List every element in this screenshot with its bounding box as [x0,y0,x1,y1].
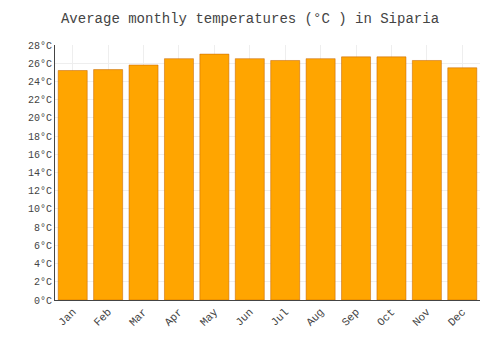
svg-text:12°C: 12°C [28,186,52,197]
svg-text:Apr: Apr [162,306,184,328]
svg-text:24°C: 24°C [28,77,52,88]
svg-text:Jul: Jul [269,306,291,328]
svg-text:May: May [198,306,221,329]
svg-text:8°C: 8°C [34,223,52,234]
svg-text:Mar: Mar [127,306,149,328]
svg-text:18°C: 18°C [28,132,52,143]
svg-text:26°C: 26°C [28,59,52,70]
svg-text:Feb: Feb [92,306,114,328]
svg-text:Sep: Sep [340,306,362,328]
svg-text:Aug: Aug [304,306,326,328]
svg-text:4°C: 4°C [34,259,52,270]
svg-text:10°C: 10°C [28,204,52,215]
svg-text:2°C: 2°C [34,277,52,288]
svg-text:Dec: Dec [446,306,468,328]
svg-text:Oct: Oct [375,306,397,328]
svg-text:Jun: Jun [233,306,255,328]
svg-text:20°C: 20°C [28,113,52,124]
svg-text:0°C: 0°C [34,296,52,307]
svg-text:28°C: 28°C [28,41,52,52]
svg-text:6°C: 6°C [34,241,52,252]
svg-text:14°C: 14°C [28,168,52,179]
svg-text:16°C: 16°C [28,150,52,161]
svg-text:Average monthly temperatures (: Average monthly temperatures (°C ) in Si… [61,11,439,27]
svg-text:22°C: 22°C [28,95,52,106]
svg-text:Jan: Jan [56,306,78,328]
svg-text:Nov: Nov [410,306,433,329]
